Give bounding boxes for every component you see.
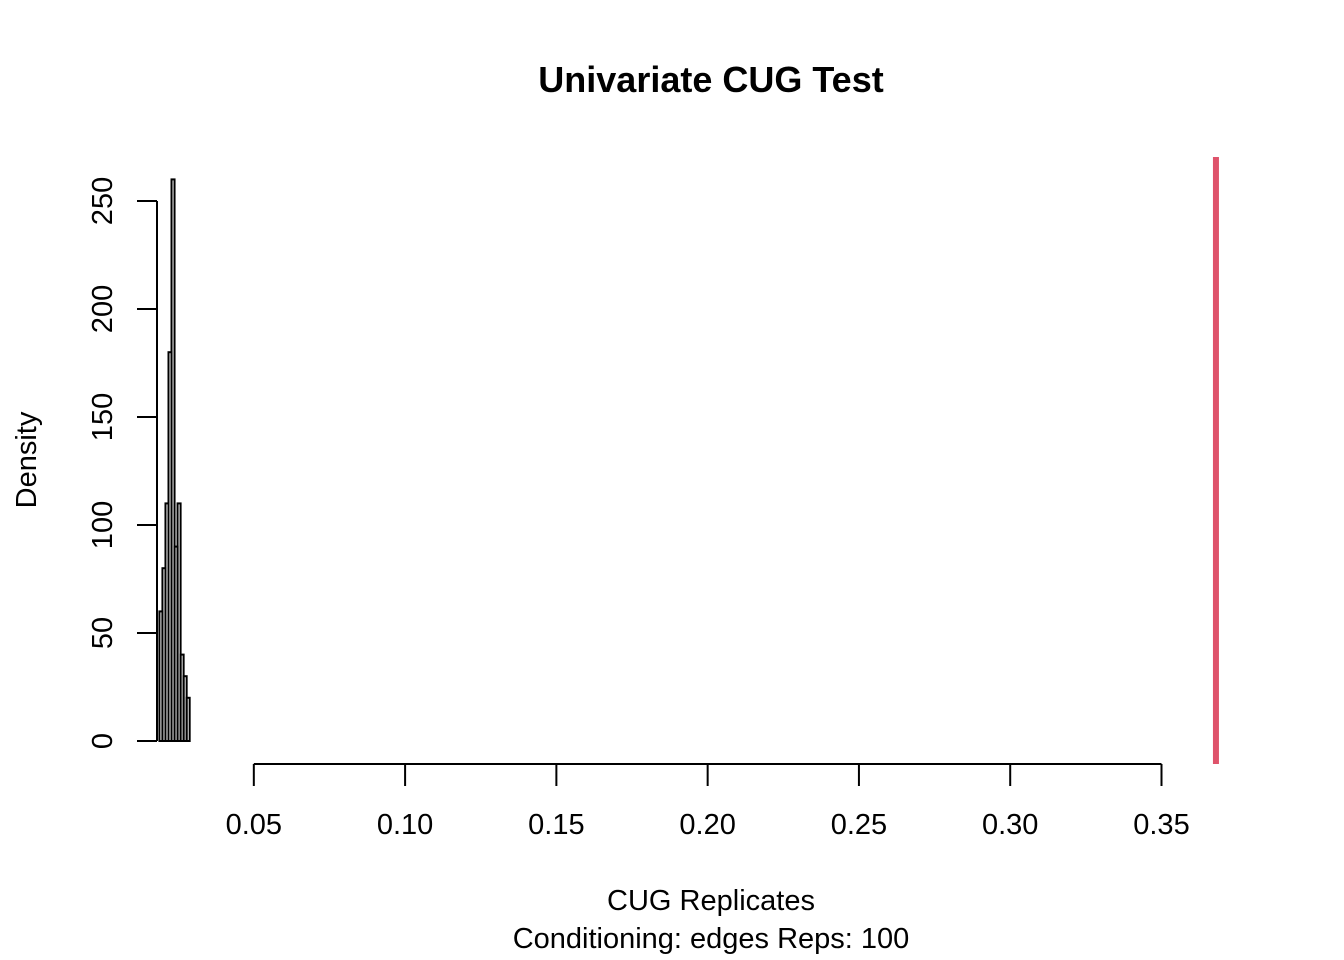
histogram-bars — [158, 178, 191, 743]
y-tick-label-1: 50 — [87, 617, 119, 649]
histogram-bar-4 — [170, 178, 176, 742]
chart-title: Univariate CUG Test — [538, 59, 883, 100]
y-tick-label-3: 150 — [87, 393, 119, 441]
x-tick-label-5: 0.30 — [982, 809, 1038, 841]
y-axis-label: Density — [11, 411, 43, 508]
y-tick-label-0: 0 — [87, 733, 119, 749]
y-tick-label-4: 200 — [87, 285, 119, 333]
x-tick-label-2: 0.15 — [528, 809, 584, 841]
histogram-bar-9 — [185, 696, 191, 742]
x-ticks: 0.05 0.10 0.15 0.20 0.25 0.30 0.35 — [226, 764, 1190, 841]
x-tick-label-6: 0.35 — [1133, 809, 1189, 841]
y-tick-label-5: 250 — [87, 177, 119, 225]
x-axis-label: CUG Replicates — [607, 885, 815, 917]
x-tick-label-3: 0.20 — [679, 809, 735, 841]
x-tick-label-1: 0.10 — [377, 809, 433, 841]
x-axis-subtitle: Conditioning: edges Reps: 100 — [513, 923, 910, 955]
x-tick-label-0: 0.05 — [226, 809, 282, 841]
y-axis: 0 50 100 150 200 250 — [87, 177, 158, 749]
y-ticks: 0 50 100 150 200 250 — [87, 177, 157, 749]
x-axis: 0.05 0.10 0.15 0.20 0.25 0.30 0.35 — [226, 763, 1190, 841]
y-tick-label-2: 100 — [87, 501, 119, 549]
histogram-bar-6 — [176, 502, 182, 742]
x-tick-label-4: 0.25 — [831, 809, 887, 841]
